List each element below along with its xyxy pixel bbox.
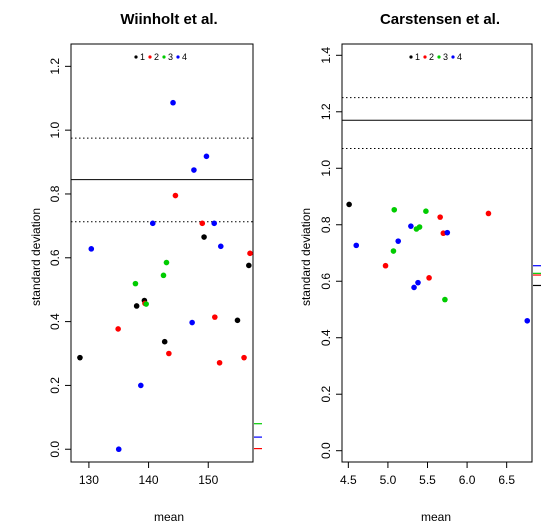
legend-label-2: 2 bbox=[154, 52, 159, 62]
legend-marker-2 bbox=[423, 55, 427, 59]
legend-label-4: 4 bbox=[182, 52, 187, 62]
data-point-series-1 bbox=[234, 317, 241, 324]
legend-marker-4 bbox=[451, 55, 455, 59]
y-tick-label: 0.2 bbox=[48, 377, 62, 394]
data-point-series-1 bbox=[133, 303, 140, 309]
y-axis-label-right: standard deviation bbox=[299, 208, 313, 306]
data-point-series-2 bbox=[437, 214, 443, 220]
data-point-series-1 bbox=[201, 234, 207, 240]
legend-marker-1 bbox=[134, 55, 138, 59]
x-tick-label: 6.0 bbox=[459, 473, 476, 487]
y-tick-label: 0.8 bbox=[319, 216, 333, 233]
legend-marker-4 bbox=[176, 55, 180, 59]
data-point-series-1 bbox=[77, 354, 83, 361]
y-tick-label: 1.0 bbox=[319, 160, 333, 177]
data-point-series-4 bbox=[138, 382, 144, 389]
data-point-series-3 bbox=[160, 272, 167, 279]
data-point-series-4 bbox=[415, 279, 421, 286]
legend-marker-3 bbox=[162, 55, 166, 59]
x-tick-label: 4.5 bbox=[340, 473, 357, 487]
data-point-series-3 bbox=[132, 280, 139, 287]
y-tick-label: 0.4 bbox=[48, 313, 62, 330]
data-point-series-3 bbox=[442, 296, 448, 303]
data-point-series-4 bbox=[115, 446, 122, 453]
legend-label-1: 1 bbox=[415, 52, 420, 62]
data-point-series-3 bbox=[423, 208, 429, 214]
legend-label-3: 3 bbox=[168, 52, 173, 62]
y-tick-label: 1.2 bbox=[319, 103, 333, 120]
data-point-series-4 bbox=[217, 243, 224, 250]
data-point-series-1 bbox=[346, 201, 352, 208]
x-tick-label: 140 bbox=[139, 473, 159, 487]
data-point-series-2 bbox=[485, 210, 492, 217]
y-tick-label: 0.0 bbox=[319, 442, 333, 459]
legend-label-2: 2 bbox=[429, 52, 434, 62]
data-point-series-4 bbox=[395, 238, 402, 244]
y-tick-label: 0.2 bbox=[319, 386, 333, 403]
data-point-series-2 bbox=[212, 314, 218, 320]
data-point-series-4 bbox=[411, 284, 417, 291]
plot-box-right bbox=[341, 43, 533, 463]
y-tick-label: 0.8 bbox=[48, 185, 62, 202]
x-axis-label-left: mean bbox=[154, 510, 184, 524]
y-tick-label: 0.0 bbox=[48, 441, 62, 458]
plot-box-left bbox=[70, 43, 254, 463]
data-point-series-2 bbox=[166, 350, 172, 357]
data-point-series-4 bbox=[211, 220, 218, 227]
data-point-series-1 bbox=[246, 262, 252, 269]
panel-right: Carstensen et al. mean standard deviatio… bbox=[299, 11, 541, 524]
x-tick-label: 5.0 bbox=[380, 473, 397, 487]
legend-marker-2 bbox=[148, 55, 152, 59]
data-point-series-2 bbox=[382, 262, 389, 269]
chart-title-right: Carstensen et al. bbox=[380, 11, 500, 28]
x-axis-label-right: mean bbox=[421, 510, 451, 524]
legend-label-1: 1 bbox=[140, 52, 145, 62]
x-tick-label: 5.5 bbox=[419, 473, 436, 487]
data-point-series-4 bbox=[524, 317, 531, 324]
panel-left: Wiinholt et al. mean standard deviation … bbox=[29, 11, 262, 524]
data-point-series-1 bbox=[161, 338, 168, 345]
y-tick-label: 0.4 bbox=[319, 329, 333, 346]
legend-marker-3 bbox=[437, 55, 441, 59]
legend-label-3: 3 bbox=[443, 52, 448, 62]
data-point-series-3 bbox=[143, 301, 149, 307]
y-tick-label: 1.0 bbox=[48, 121, 62, 138]
data-point-series-4 bbox=[149, 220, 156, 227]
data-point-series-4 bbox=[353, 242, 360, 249]
data-point-series-2 bbox=[172, 192, 179, 199]
data-point-series-2 bbox=[426, 275, 432, 281]
y-tick-label: 0.6 bbox=[48, 249, 62, 266]
data-point-series-2 bbox=[241, 354, 247, 361]
data-point-series-4 bbox=[170, 99, 176, 106]
x-tick-label: 130 bbox=[79, 473, 99, 487]
data-point-series-2 bbox=[247, 250, 253, 257]
data-point-series-3 bbox=[163, 259, 170, 266]
y-tick-label: 0.6 bbox=[319, 273, 333, 290]
data-point-series-4 bbox=[444, 229, 451, 236]
data-point-series-4 bbox=[189, 319, 195, 326]
legend-label-4: 4 bbox=[457, 52, 462, 62]
legend-marker-1 bbox=[409, 55, 413, 59]
data-point-series-4 bbox=[408, 223, 414, 229]
data-point-series-2 bbox=[115, 326, 121, 332]
data-point-series-2 bbox=[199, 220, 206, 227]
data-point-series-2 bbox=[216, 359, 223, 366]
chart-title-left: Wiinholt et al. bbox=[120, 11, 217, 28]
data-point-series-4 bbox=[191, 167, 197, 173]
data-point-series-3 bbox=[391, 206, 398, 213]
data-point-series-4 bbox=[203, 153, 210, 160]
plot-area-left: 130 140 150 0.0 0.2 0.4 0.6 0.8 1.0 1.2 1 2 3 4 bbox=[48, 52, 262, 487]
data-point-series-3 bbox=[390, 248, 397, 254]
x-tick-label: 150 bbox=[198, 473, 218, 487]
data-point-series-3 bbox=[416, 224, 423, 230]
data-point-series-4 bbox=[88, 246, 95, 252]
x-tick-label: 6.5 bbox=[498, 473, 515, 487]
y-tick-label: 1.2 bbox=[48, 58, 62, 75]
plot-area-right: 4.5 5.0 5.5 6.0 6.5 0.0 0.2 0.4 0.6 0.8 1.0 1.2 1.4 1… bbox=[319, 47, 541, 487]
y-axis-label-left: standard deviation bbox=[29, 208, 43, 306]
y-tick-label: 1.4 bbox=[319, 47, 333, 64]
